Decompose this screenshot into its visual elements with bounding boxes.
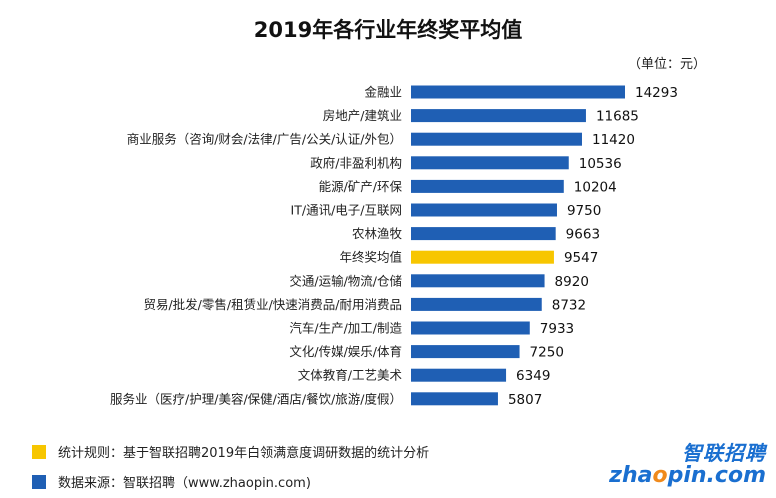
category-label-0: 金融业 bbox=[364, 85, 402, 100]
category-label-3: 政府/非盈利机构 bbox=[310, 155, 402, 170]
bar-12 bbox=[411, 368, 507, 382]
bar-1 bbox=[411, 109, 586, 123]
bar-10 bbox=[411, 321, 530, 335]
value-label-7: 9547 bbox=[564, 250, 598, 266]
value-label-11: 7250 bbox=[530, 345, 564, 361]
legend-rule: 统计规则：基于智联招聘2019年白领满意度调研数据的统计分析 bbox=[32, 442, 429, 461]
category-label-6: 农林渔牧 bbox=[352, 226, 403, 241]
value-label-1: 11685 bbox=[596, 109, 639, 125]
value-label-2: 11420 bbox=[592, 132, 635, 148]
bar-5 bbox=[411, 203, 557, 217]
zhaopin-logo: 智联招聘 zhaopin.com bbox=[606, 442, 766, 492]
category-label-2: 商业服务（咨询/财会/法律/广告/公关/认证/外包） bbox=[127, 132, 402, 147]
bar-8 bbox=[411, 274, 545, 288]
legend-rule-text: 统计规则：基于智联招聘2019年白领满意度调研数据的统计分析 bbox=[58, 446, 430, 461]
category-label-12: 文体教育/工艺美术 bbox=[298, 368, 403, 383]
category-label-10: 汽车/生产/加工/制造 bbox=[289, 321, 402, 336]
bar-13 bbox=[411, 392, 498, 406]
logo-domain-suffix: pin.com bbox=[667, 463, 766, 488]
value-label-3: 10536 bbox=[579, 156, 622, 172]
category-label-1: 房地产/建筑业 bbox=[323, 108, 402, 123]
legend-rule-swatch bbox=[32, 444, 46, 459]
bar-9 bbox=[411, 297, 542, 311]
logo-domain-o: o bbox=[652, 463, 668, 488]
bar-7 bbox=[411, 250, 554, 264]
legend-source-swatch bbox=[32, 474, 46, 489]
category-label-13: 服务业（医疗/护理/美容/保健/酒店/餐饮/旅游/度假） bbox=[110, 391, 402, 406]
category-label-9: 贸易/批发/零售/租赁业/快速消费品/耐用消费品 bbox=[143, 297, 402, 312]
logo-name-cn: 智联招聘 bbox=[682, 441, 766, 465]
value-label-6: 9663 bbox=[566, 227, 600, 243]
category-label-5: IT/通讯/电子/互联网 bbox=[291, 203, 402, 218]
bar-0 bbox=[411, 85, 625, 99]
bar-11 bbox=[411, 345, 520, 359]
value-label-9: 8732 bbox=[552, 297, 586, 313]
bar-3 bbox=[411, 156, 569, 170]
bar-chart: 金融业 14293 房地产/建筑业 11685 商业服务（咨询/财会/法律/广告/公关/… bbox=[110, 85, 678, 408]
category-label-7: 年终奖均值 bbox=[339, 250, 402, 265]
chart-title: 2019年各行业年终奖平均值 bbox=[253, 18, 523, 42]
category-label-11: 文化/传媒/娱乐/体育 bbox=[289, 344, 402, 359]
value-label-12: 6349 bbox=[516, 368, 550, 384]
value-label-4: 10204 bbox=[574, 179, 617, 195]
value-label-0: 14293 bbox=[635, 85, 678, 101]
category-label-4: 能源/矿产/环保 bbox=[319, 179, 403, 194]
logo-domain: zhaopin.com bbox=[606, 464, 766, 488]
bar-6 bbox=[411, 227, 556, 241]
value-label-5: 9750 bbox=[567, 203, 601, 219]
legend-source: 数据来源：智联招聘（www.zhaopin.com) bbox=[32, 472, 311, 491]
bar-4 bbox=[411, 179, 564, 193]
value-label-13: 5807 bbox=[508, 392, 542, 408]
logo-domain-prefix: zha bbox=[609, 463, 653, 488]
value-label-10: 7933 bbox=[540, 321, 574, 337]
unit-label: （单位：元） bbox=[627, 57, 706, 72]
value-label-8: 8920 bbox=[555, 274, 589, 290]
legend-source-text: 数据来源：智联招聘（www.zhaopin.com) bbox=[58, 476, 311, 491]
bar-2 bbox=[411, 132, 582, 146]
category-label-8: 交通/运输/物流/仓储 bbox=[289, 273, 402, 288]
